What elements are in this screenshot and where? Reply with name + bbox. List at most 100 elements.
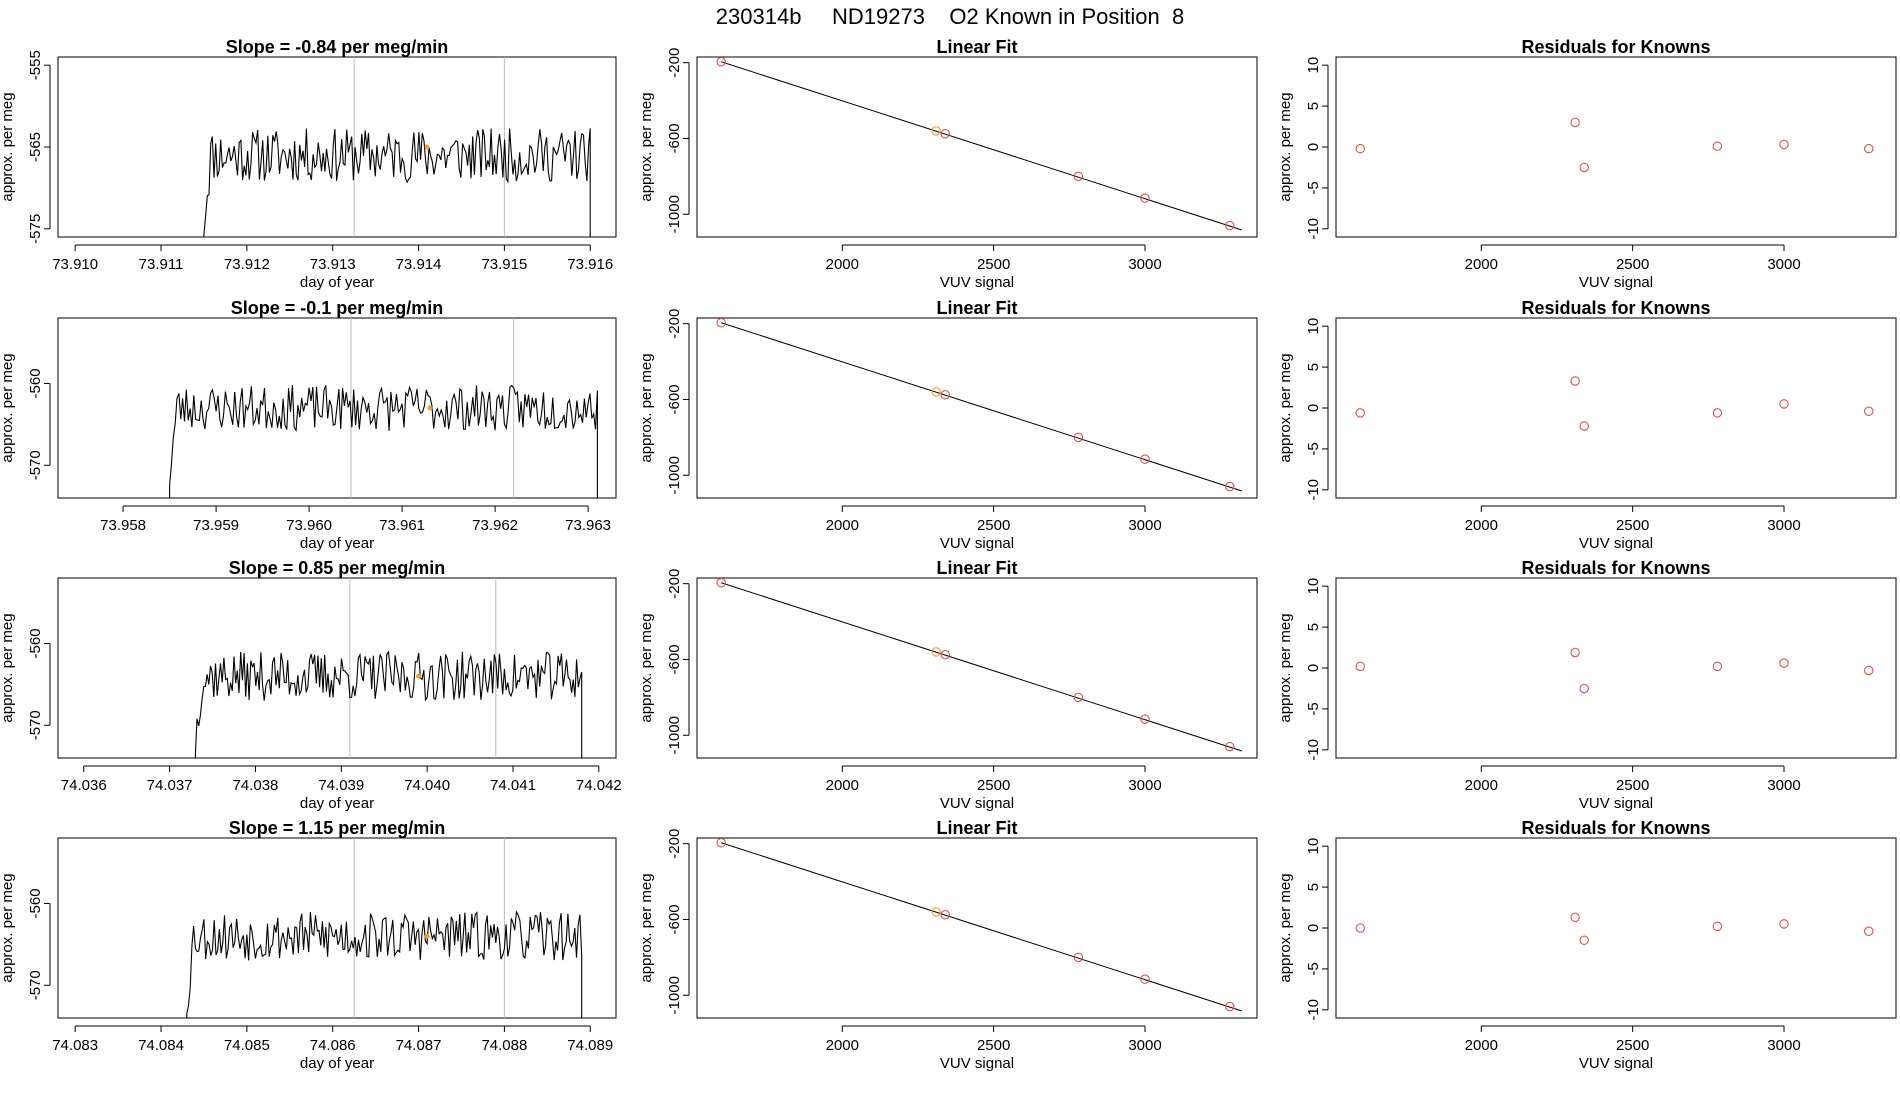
plot-data (1355, 376, 1874, 431)
plot-frame (696, 317, 1258, 499)
plot-data (169, 318, 598, 498)
plot-data (203, 57, 591, 237)
chart-title: Residuals for Knowns (1521, 298, 1710, 318)
linear-fit-panel-2: Linear Fit 2000 2500 3000 VUV signal -1000 -60… (638, 298, 1258, 552)
x-tick-label: 3000 (1767, 256, 1800, 273)
chart-title: Slope = -0.1 per meg/min (231, 298, 444, 318)
y-tick-label: 10 (1305, 318, 1322, 335)
data-point (1864, 406, 1874, 417)
y-axis-label: approx. per meg (638, 92, 655, 201)
y-tick-label: -5 (1305, 962, 1322, 975)
data-point (716, 318, 726, 328)
y-tick-label: -200 (666, 48, 683, 78)
data-point (1712, 408, 1723, 418)
y-tick-label: -200 (666, 569, 683, 599)
y-tick-label: 0 (1305, 924, 1322, 932)
y-axis-label: approx. per meg (638, 353, 655, 462)
mean-marker (424, 933, 430, 939)
x-tick-label: 73.963 (565, 517, 611, 534)
x-tick-label: 2500 (1616, 777, 1649, 794)
y-tick-label: -10 (1305, 479, 1322, 501)
x-axis-label: VUV signal (940, 1055, 1014, 1072)
data-point (1570, 647, 1580, 658)
y-tick-label: -1000 (666, 976, 683, 1014)
y-tick-label: 10 (1305, 838, 1322, 855)
x-tick-label: 73.910 (52, 256, 98, 273)
plot-frame (696, 577, 1258, 759)
y-tick-label: 10 (1305, 578, 1322, 595)
x-tick-label: 3000 (1128, 517, 1161, 534)
fit-line (721, 842, 1243, 1012)
y-tick-label: 10 (1305, 57, 1322, 74)
plot-frame (57, 56, 617, 238)
figure-title: 230314b ND19273 O2 Known in Position 8 (715, 4, 1185, 29)
x-tick-label: 2000 (1465, 256, 1498, 273)
x-tick-label: 2000 (1465, 517, 1498, 534)
y-tick-label: -600 (666, 123, 683, 153)
data-point (940, 909, 950, 920)
y-tick-label: 5 (1305, 623, 1322, 631)
chart-title: Residuals for Knowns (1521, 818, 1710, 838)
x-tick-label: 74.087 (396, 1037, 442, 1054)
y-tick-label: -600 (666, 644, 683, 674)
x-tick-label: 73.914 (396, 256, 442, 273)
signal-trace (169, 384, 598, 498)
y-tick-label: 5 (1305, 883, 1322, 891)
data-point (1355, 661, 1365, 672)
x-tick-label: 2500 (1616, 256, 1649, 273)
fit-line (721, 322, 1243, 492)
x-tick-label: 2500 (977, 1037, 1010, 1054)
data-point (1712, 921, 1723, 932)
data-point (1864, 926, 1874, 937)
y-axis-label: approx. per meg (0, 613, 16, 722)
x-tick-label: 2000 (826, 517, 859, 534)
data-point (1779, 919, 1789, 929)
y-tick-label: -10 (1305, 218, 1322, 240)
data-point (1712, 141, 1723, 151)
x-axis-label: day of year (300, 535, 374, 552)
y-tick-label: 0 (1305, 404, 1322, 412)
plot-frame (1335, 837, 1897, 1019)
y-tick-label: -200 (666, 829, 683, 859)
y-tick-label: -570 (27, 710, 44, 740)
y-axis-label: approx. per meg (638, 873, 655, 982)
plot-frame (57, 837, 617, 1019)
x-tick-label: 3000 (1767, 777, 1800, 794)
linear-fit-panel-3: Linear Fit 2000 2500 3000 VUV signal -1000 -60… (638, 558, 1258, 812)
y-tick-label: -5 (1305, 181, 1322, 194)
x-tick-label: 73.911 (139, 256, 184, 273)
plot-frame (1335, 56, 1897, 238)
data-point (931, 907, 941, 917)
data-point (931, 387, 941, 397)
y-tick-label: -560 (27, 628, 44, 658)
residuals-panel-1: Residuals for Knowns 2000 2500 3000 VUV sign… (1277, 37, 1897, 291)
plot-data (1355, 647, 1874, 694)
x-tick-label: 3000 (1128, 256, 1161, 273)
data-point (1073, 952, 1084, 963)
x-tick-label: 2500 (1616, 517, 1649, 534)
linear-fit-panel-4: Linear Fit 2000 2500 3000 VUV signal -1000 -60… (638, 818, 1258, 1072)
x-axis-label: day of year (300, 795, 374, 812)
x-axis-label: day of year (300, 274, 374, 291)
y-tick-label: 5 (1305, 363, 1322, 371)
plot-frame (1335, 317, 1897, 499)
x-tick-label: 73.912 (224, 256, 270, 273)
y-axis-label: approx. per meg (1277, 613, 1294, 722)
x-tick-label: 2500 (1616, 1037, 1649, 1054)
y-axis-label: approx. per meg (0, 353, 16, 462)
y-axis-label: approx. per meg (1277, 92, 1294, 201)
y-axis-label: approx. per meg (0, 92, 16, 201)
plot-data (194, 578, 583, 758)
y-axis-label: approx. per meg (1277, 873, 1294, 982)
data-point (1073, 432, 1084, 443)
data-point (1355, 923, 1365, 933)
data-point (1225, 481, 1235, 492)
x-tick-label: 73.960 (286, 517, 332, 534)
data-point (1779, 658, 1789, 668)
y-tick-label: -560 (27, 368, 44, 398)
data-point (931, 126, 941, 136)
y-tick-label: 0 (1305, 664, 1322, 672)
x-tick-label: 73.958 (100, 517, 146, 534)
data-point (1355, 408, 1365, 418)
